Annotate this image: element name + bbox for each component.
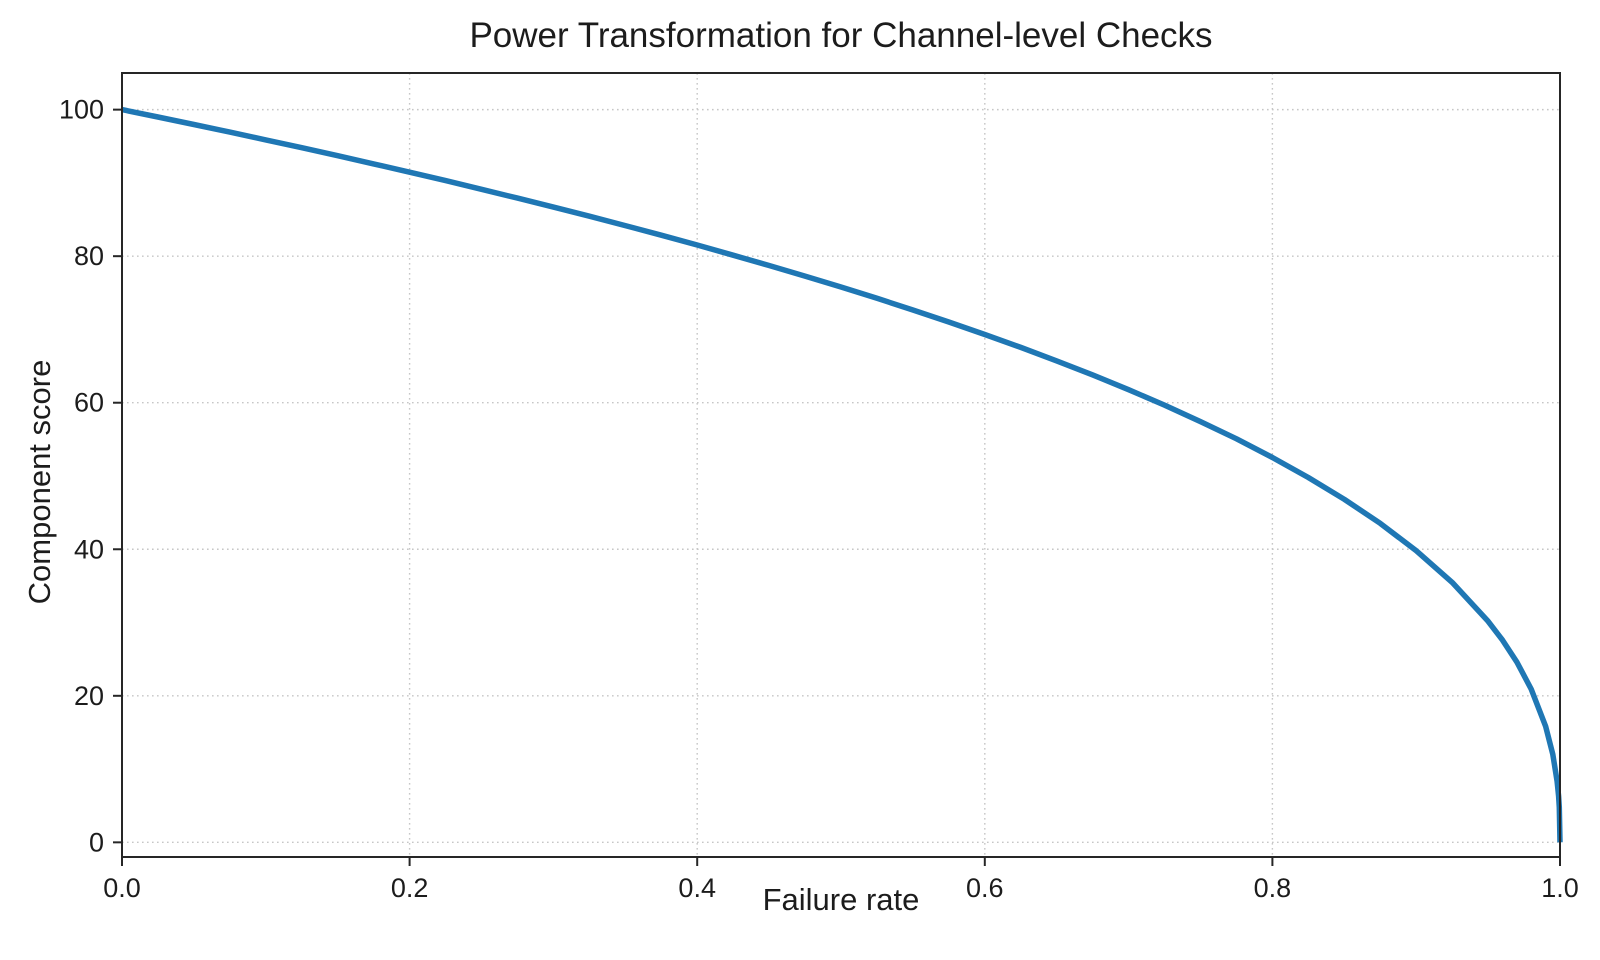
y-tick-label: 80	[74, 241, 104, 271]
x-tick-label: 0.4	[678, 873, 716, 903]
x-tick-label: 0.8	[1254, 873, 1292, 903]
x-tick-label: 1.0	[1541, 873, 1579, 903]
axes-spines	[121, 72, 1561, 858]
y-axis-label: Component score	[22, 359, 57, 605]
y-tick-label: 40	[74, 534, 104, 564]
x-tick-label: 0.0	[103, 873, 141, 903]
x-tick-label: 0.6	[966, 873, 1004, 903]
x-axis-label: Failure rate	[762, 882, 920, 917]
x-tick-label: 0.2	[391, 873, 429, 903]
y-tick-label: 100	[59, 95, 104, 125]
y-tick-label: 60	[74, 388, 104, 418]
y-tick-label: 0	[89, 827, 104, 857]
series-line	[121, 106, 1563, 843]
chart-title: Power Transformation for Channel-level C…	[469, 16, 1213, 55]
y-tick-label: 20	[74, 681, 104, 711]
